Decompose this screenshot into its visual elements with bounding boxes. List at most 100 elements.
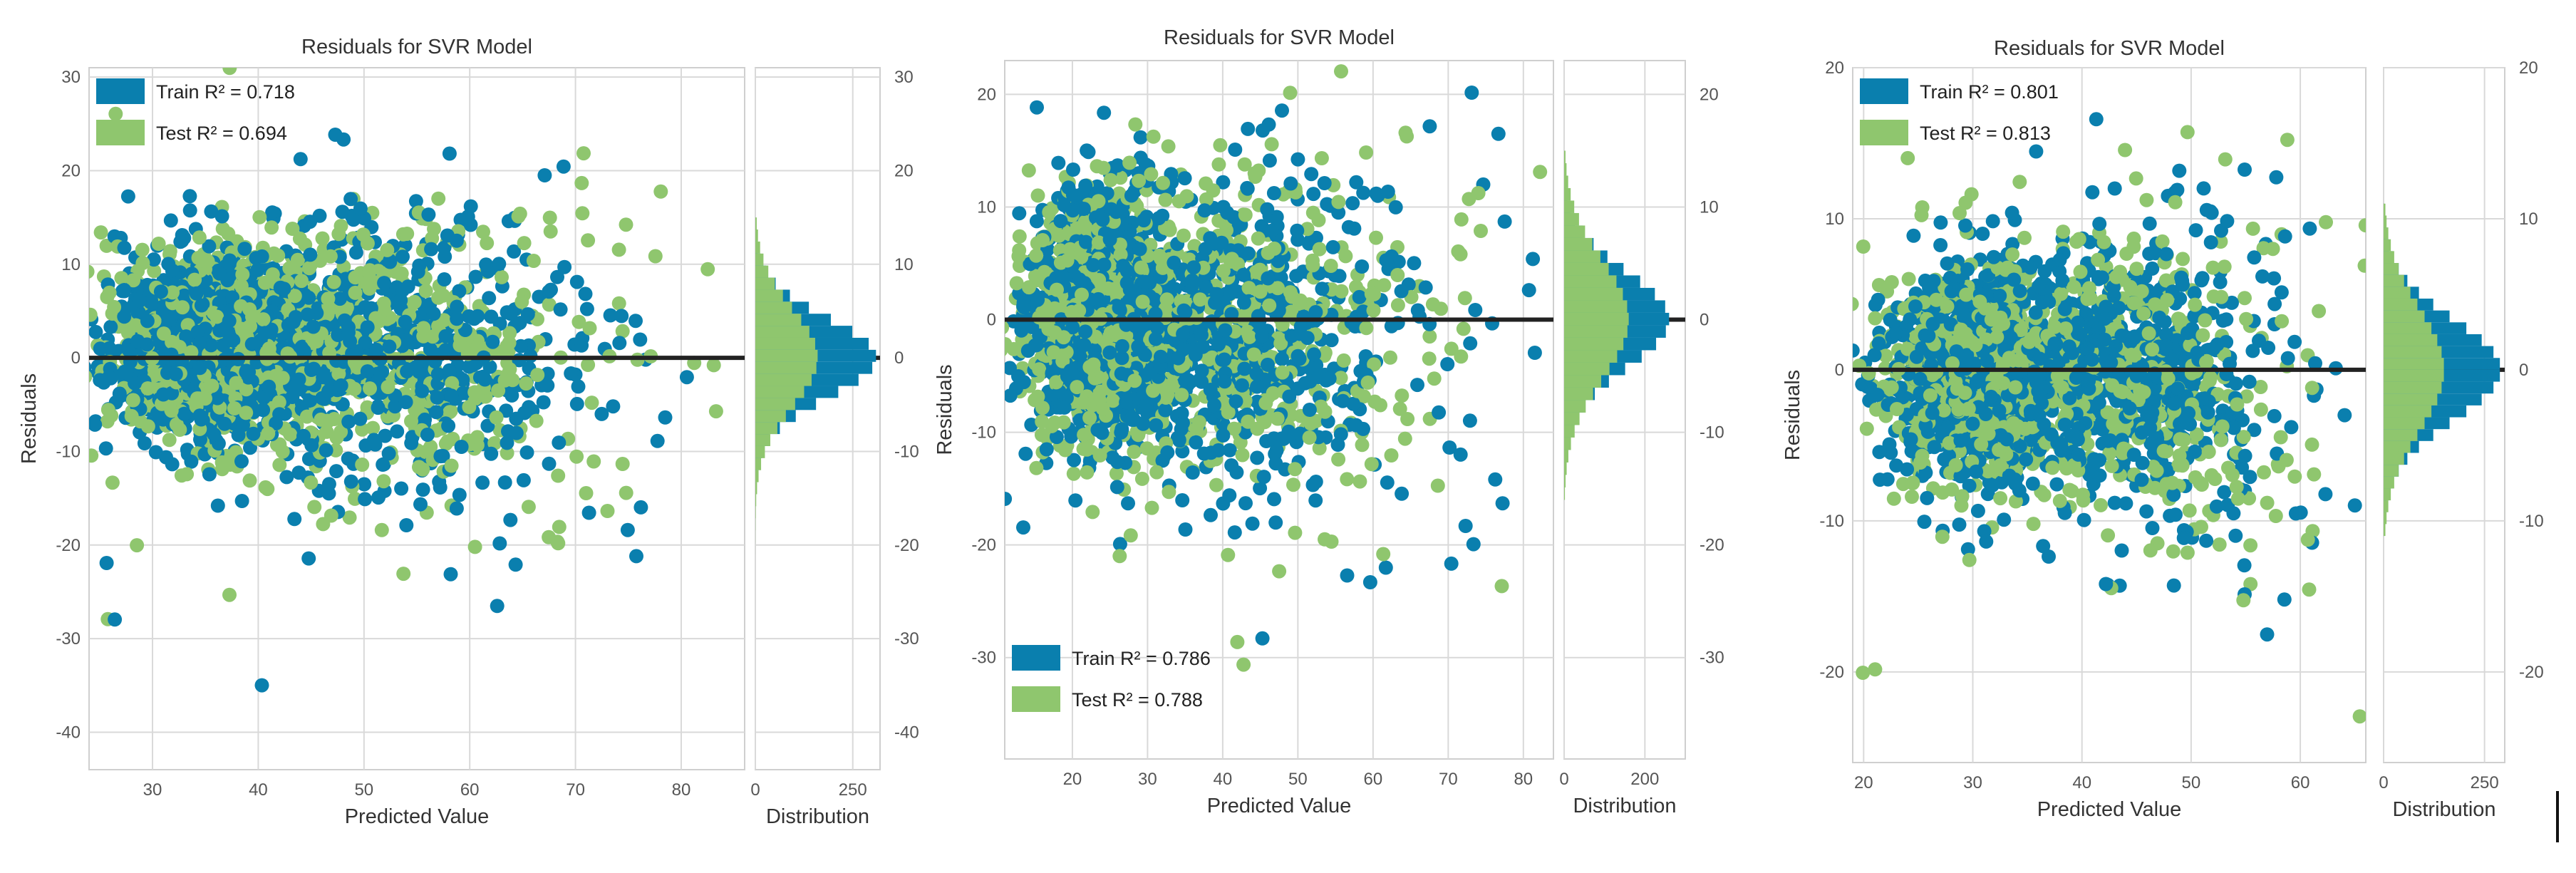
- train-point: [540, 378, 555, 393]
- test-point: [362, 265, 376, 280]
- train-point: [1347, 221, 1362, 236]
- test-point: [521, 500, 536, 515]
- train-point: [333, 291, 347, 306]
- test-point: [1451, 244, 1466, 259]
- train-point: [509, 425, 524, 440]
- test-point: [307, 500, 322, 515]
- test-point: [1144, 500, 1159, 515]
- train-point: [321, 383, 336, 398]
- test-point: [1359, 321, 1374, 336]
- y-axis-label: Residuals: [18, 373, 41, 464]
- train-point: [574, 338, 589, 353]
- train-point: [254, 249, 269, 264]
- hist-x-tick-label: 250: [839, 780, 867, 800]
- train-point: [519, 445, 534, 460]
- test-point: [1235, 448, 1250, 463]
- test-point: [435, 288, 450, 303]
- test-point: [1127, 445, 1142, 459]
- train-point: [153, 284, 168, 299]
- test-point: [348, 285, 363, 300]
- train-point: [421, 207, 436, 222]
- train-point: [1068, 493, 1083, 508]
- train-point: [222, 314, 237, 329]
- train-point: [450, 311, 465, 326]
- legend-label-train: Train R² = 0.718: [156, 81, 295, 103]
- scatter-points: [69, 68, 723, 693]
- test-point: [1377, 278, 1392, 293]
- y-tick-label: -30: [56, 629, 81, 649]
- y-axis-label: Residuals: [933, 364, 956, 455]
- test-point: [1533, 165, 1548, 180]
- train-point: [410, 264, 425, 279]
- train-point: [399, 518, 414, 532]
- train-point: [400, 364, 415, 379]
- train-point: [210, 498, 225, 513]
- train-point: [388, 399, 403, 414]
- train-point: [1241, 121, 1256, 136]
- train-point: [492, 257, 507, 272]
- train-point: [454, 440, 469, 454]
- test-point: [511, 209, 526, 224]
- test-point: [1236, 657, 1251, 672]
- hist-x-tick-label: 200: [1630, 770, 1659, 789]
- train-point: [103, 319, 118, 334]
- test-point: [582, 321, 597, 336]
- train-point: [578, 286, 593, 301]
- train-point: [132, 294, 147, 309]
- residual-histogram: [755, 217, 876, 554]
- train-point: [430, 390, 445, 405]
- x-tick-label: 30: [143, 780, 162, 800]
- train-point: [294, 340, 309, 355]
- test-point: [1286, 477, 1300, 492]
- train-point: [1194, 363, 1209, 378]
- test-point: [1456, 321, 1471, 336]
- train-point: [1211, 443, 1226, 458]
- x-tick-label: 80: [672, 780, 691, 800]
- train-point: [509, 411, 524, 426]
- train-point: [1216, 428, 1231, 443]
- test-point: [1471, 186, 1486, 200]
- train-point: [161, 313, 176, 328]
- test-point: [1267, 241, 1282, 256]
- train-point: [462, 359, 477, 374]
- train-point: [301, 551, 316, 566]
- train-point: [571, 379, 586, 394]
- test-point: [342, 510, 357, 525]
- test-point: [1355, 438, 1370, 453]
- train-point: [1235, 378, 1249, 393]
- test-point: [1096, 160, 1111, 175]
- test-point: [1077, 215, 1092, 229]
- train-point: [579, 301, 594, 316]
- test-point: [1134, 260, 1149, 275]
- test-point: [400, 227, 415, 241]
- train-point: [358, 335, 373, 350]
- train-point: [1468, 303, 1483, 317]
- train-point: [262, 379, 276, 394]
- hist-bar-test: [755, 373, 812, 386]
- x-tick-label: 20: [1063, 770, 1082, 789]
- test-point: [1292, 296, 1307, 311]
- train-point: [1440, 357, 1455, 371]
- test-point: [611, 296, 626, 311]
- y-tick-label: -10: [56, 442, 81, 461]
- test-point: [1333, 371, 1348, 386]
- test-point: [440, 434, 455, 449]
- test-point: [517, 236, 532, 251]
- y-tick-label: 10: [977, 197, 996, 217]
- test-point: [1082, 410, 1097, 425]
- test-point: [1283, 86, 1298, 100]
- test-point: [500, 445, 514, 460]
- train-point: [306, 319, 321, 334]
- train-point: [69, 328, 83, 342]
- test-point: [151, 237, 166, 251]
- test-point: [331, 366, 346, 381]
- x-axis-label: Predicted Value: [1207, 795, 1352, 817]
- test-point: [135, 242, 150, 257]
- test-point: [495, 269, 509, 284]
- test-point: [210, 309, 224, 324]
- test-point: [175, 300, 190, 315]
- train-point: [1355, 259, 1370, 274]
- test-point: [1323, 259, 1338, 273]
- hist-bar-test: [755, 301, 792, 314]
- hist-bar-test: [755, 265, 769, 278]
